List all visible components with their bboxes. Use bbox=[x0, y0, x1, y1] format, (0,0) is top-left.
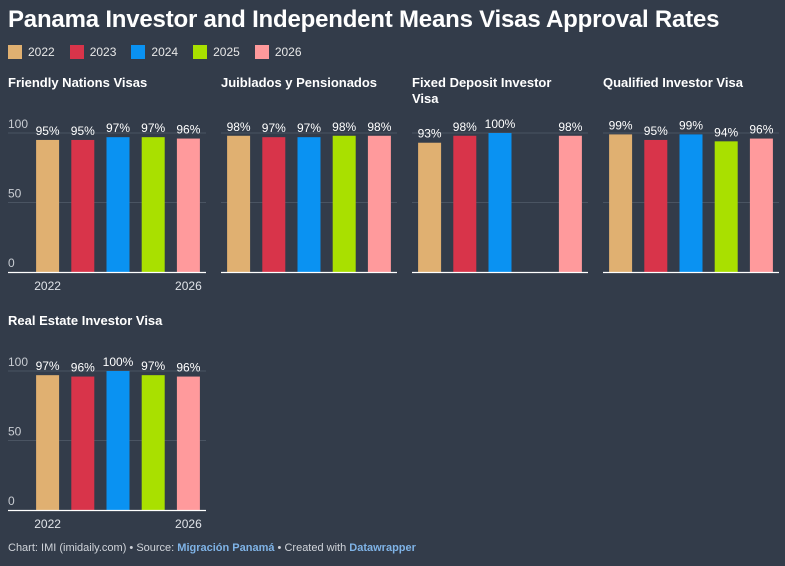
x-tick-label: 2022 bbox=[34, 279, 61, 293]
bar-data-label: 94% bbox=[714, 125, 738, 139]
panel-fixed-deposit: Fixed Deposit Investor Visa 93% 98% 100% 98… bbox=[412, 75, 588, 295]
panel-chart: 99% 95% 99% 94% 96% bbox=[603, 118, 779, 274]
bar-2023 bbox=[71, 139, 95, 272]
x-tick-label: 2022 bbox=[34, 517, 61, 531]
bar-2026 bbox=[558, 135, 582, 272]
panel-jubilados: Juiblados y Pensionados 98% 97% 97% 98% 98% bbox=[221, 75, 397, 295]
bar-data-label: 96% bbox=[71, 361, 95, 375]
bar-data-label: 97% bbox=[262, 121, 286, 135]
panel-chart: 98% 97% 97% 98% 98% bbox=[221, 120, 397, 274]
chart-title: Panama Investor and Independent Means Vi… bbox=[8, 6, 720, 33]
footer-created: • Created with bbox=[274, 542, 350, 554]
legend-item-2025: 2025 bbox=[193, 45, 240, 59]
footer-credit: Chart: IMI (imidaily.com) • Source: bbox=[8, 542, 178, 554]
bar-2022 bbox=[36, 139, 60, 272]
y-tick-label: 0 bbox=[8, 494, 15, 508]
footer: Chart: IMI (imidaily.com) • Source: Migr… bbox=[8, 542, 416, 554]
bar-2022 bbox=[418, 142, 442, 272]
bar-data-label: 97% bbox=[36, 359, 60, 373]
bar-data-label: 99% bbox=[609, 118, 633, 132]
bar-2024 bbox=[488, 133, 512, 272]
bar-data-label: 98% bbox=[227, 120, 251, 134]
source-link[interactable]: Migración Panamá bbox=[177, 542, 275, 554]
legend-item-2022: 2022 bbox=[8, 45, 55, 59]
panel-title: Fixed Deposit Investor Visa bbox=[412, 75, 552, 106]
bar-2025 bbox=[714, 141, 738, 272]
panel-qualified-investor: Qualified Investor Visa 99% 95% 99% 94% 96% bbox=[603, 75, 779, 295]
bar-data-label: 97% bbox=[141, 121, 165, 135]
bar-2026 bbox=[176, 138, 200, 272]
legend-swatch bbox=[69, 45, 84, 59]
panel-title: Juiblados y Pensionados bbox=[221, 75, 378, 90]
legend-swatch bbox=[131, 45, 146, 59]
bar-data-label: 96% bbox=[176, 361, 200, 375]
bar-2026 bbox=[367, 135, 391, 272]
bar-2024 bbox=[679, 134, 703, 272]
bar-2022 bbox=[227, 135, 251, 272]
panel-chart: 93% 98% 100% 98% bbox=[412, 117, 588, 274]
y-tick-label: 0 bbox=[8, 256, 15, 270]
bar-data-label: 97% bbox=[297, 121, 321, 135]
bar-2025 bbox=[141, 137, 165, 272]
bar-data-label: 95% bbox=[71, 124, 95, 138]
legend: 2022 2023 2024 2025 2026 bbox=[8, 45, 302, 59]
y-tick-label: 100 bbox=[8, 117, 28, 131]
legend-swatch bbox=[254, 45, 269, 59]
x-tick-label: 2026 bbox=[175, 517, 202, 531]
bar-data-label: 98% bbox=[367, 120, 391, 134]
tool-link[interactable]: Datawrapper bbox=[349, 542, 416, 554]
bar-data-label: 96% bbox=[749, 123, 773, 137]
legend-label: 2026 bbox=[274, 45, 302, 59]
bar-data-label: 93% bbox=[418, 127, 442, 141]
bar-2025 bbox=[332, 135, 356, 272]
bar-data-label: 99% bbox=[679, 118, 703, 132]
bar-2022 bbox=[36, 375, 60, 510]
panel-real-estate: Real Estate Investor Visa 0 50 100 97% 96% 10… bbox=[8, 313, 206, 533]
bar-2026 bbox=[749, 138, 773, 272]
bar-data-label: 100% bbox=[485, 117, 516, 131]
bar-2025 bbox=[141, 375, 165, 510]
bar-2026 bbox=[176, 376, 200, 510]
panel-friendly-nations: Friendly Nations Visas 0 50 100 95% 95% 97% 97… bbox=[8, 75, 206, 295]
bar-2024 bbox=[106, 371, 130, 510]
panel-chart: 0 50 100 95% 95% 97% 97% 96% 2022 2026 bbox=[8, 117, 206, 293]
bar-data-label: 97% bbox=[106, 121, 130, 135]
x-tick-label: 2026 bbox=[175, 279, 202, 293]
legend-item-2024: 2024 bbox=[131, 45, 178, 59]
legend-swatch bbox=[193, 45, 208, 59]
bar-2023 bbox=[453, 135, 477, 272]
bar-data-label: 95% bbox=[644, 124, 668, 138]
legend-label: 2025 bbox=[213, 45, 240, 59]
bar-2024 bbox=[106, 137, 130, 272]
panel-chart: 0 50 100 97% 96% 100% 97% 96% 2022 2026 bbox=[8, 355, 206, 531]
bar-data-label: 96% bbox=[176, 123, 200, 137]
panel-title: Real Estate Investor Visa bbox=[8, 313, 163, 328]
panel-title: Qualified Investor Visa bbox=[603, 75, 743, 90]
bar-2024 bbox=[297, 137, 321, 272]
bar-data-label: 95% bbox=[36, 124, 60, 138]
bar-data-label: 98% bbox=[453, 120, 477, 134]
bar-data-label: 100% bbox=[103, 355, 134, 369]
panel-title: Friendly Nations Visas bbox=[8, 75, 148, 90]
legend-swatch bbox=[8, 45, 22, 59]
legend-item-2023: 2023 bbox=[69, 45, 117, 59]
legend-label: 2023 bbox=[89, 45, 117, 59]
bar-data-label: 97% bbox=[141, 359, 165, 373]
bar-data-label: 98% bbox=[558, 120, 582, 134]
y-tick-label: 50 bbox=[8, 425, 22, 439]
legend-item-2026: 2026 bbox=[254, 45, 302, 59]
y-tick-label: 100 bbox=[8, 355, 28, 369]
bar-data-label: 98% bbox=[332, 120, 356, 134]
bar-2023 bbox=[71, 376, 95, 510]
bar-2022 bbox=[609, 134, 633, 272]
bar-2023 bbox=[262, 137, 286, 272]
legend-label: 2024 bbox=[151, 45, 179, 59]
y-tick-label: 50 bbox=[8, 187, 22, 201]
legend-label: 2022 bbox=[28, 45, 55, 59]
bar-2023 bbox=[644, 139, 668, 272]
